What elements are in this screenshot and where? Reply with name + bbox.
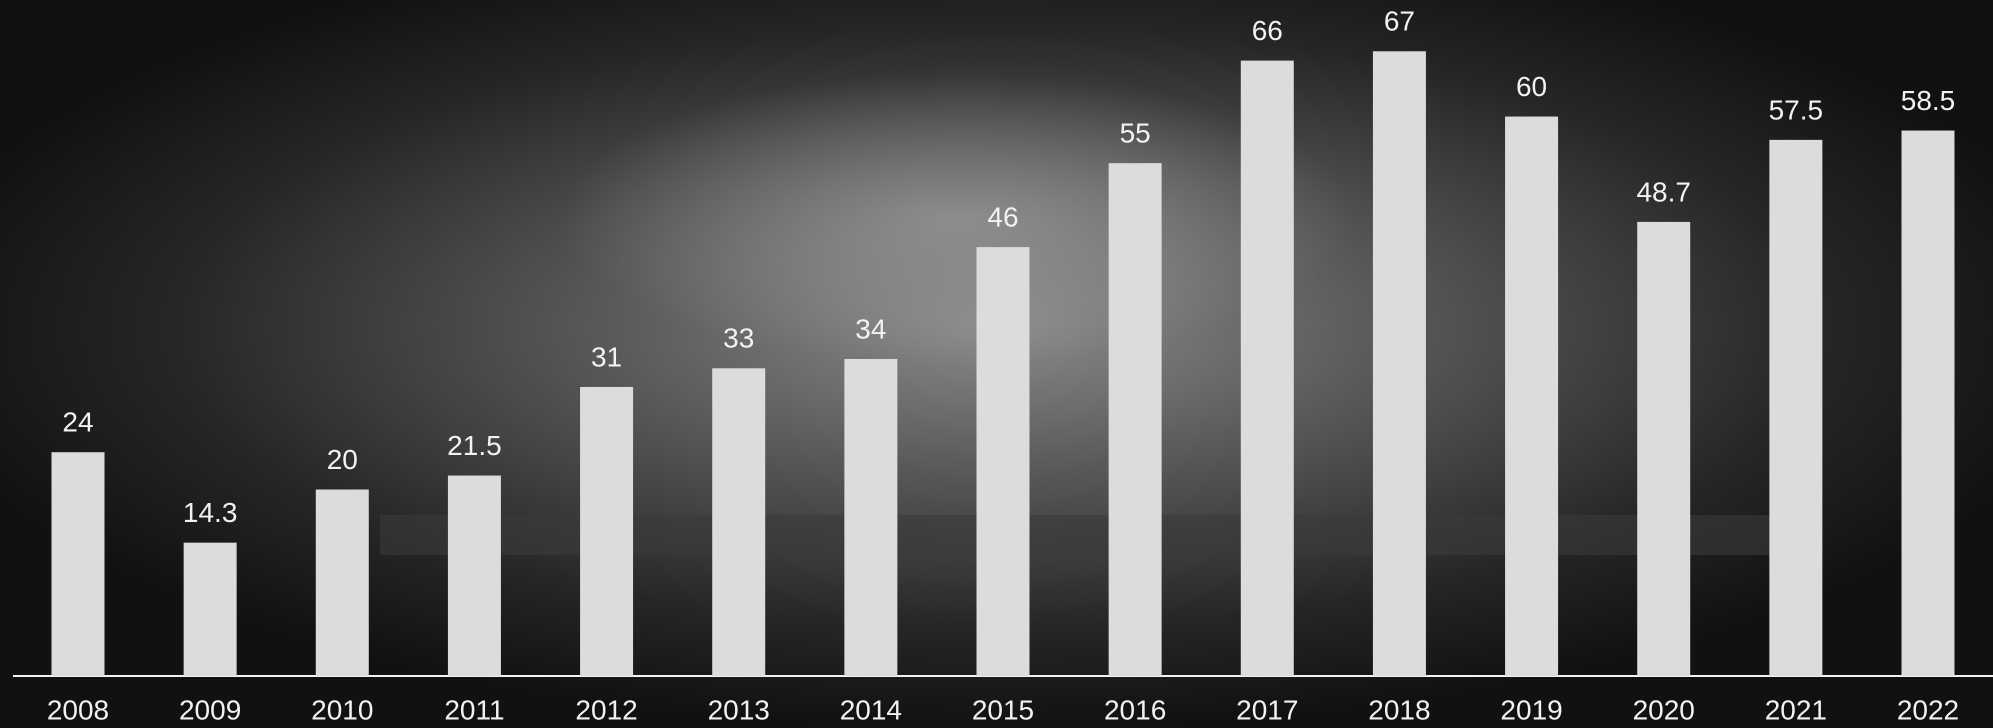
x-tick-label: 2017 [1236,694,1298,725]
bar [183,542,237,676]
value-label: 57.5 [1769,94,1824,125]
x-tick-label: 2016 [1104,694,1166,725]
bar [1637,221,1691,676]
value-label: 21.5 [447,430,502,461]
value-label: 55 [1120,118,1151,149]
value-label: 20 [327,444,358,475]
bar [1769,139,1823,677]
value-label: 67 [1384,6,1415,37]
x-tick-label: 2021 [1765,694,1827,725]
x-tick-label: 2012 [575,694,637,725]
value-label: 60 [1516,71,1547,102]
x-tick-label: 2022 [1897,694,1959,725]
bar [976,247,1030,676]
x-tick-label: 2013 [708,694,770,725]
x-tick-label: 2019 [1500,694,1562,725]
x-tick-label: 2009 [179,694,241,725]
bar [844,358,898,676]
x-tick-label: 2015 [972,694,1034,725]
value-label: 48.7 [1636,176,1691,207]
value-label: 46 [987,201,1018,232]
x-tick-label: 2011 [444,694,504,725]
bar [580,386,634,676]
value-label: 66 [1252,15,1283,46]
bar [315,489,369,676]
bar [447,475,501,676]
bar [1372,51,1426,676]
bar [1240,60,1294,677]
x-tick-label: 2014 [840,694,902,725]
value-label: 31 [591,341,622,372]
value-label: 33 [723,323,754,354]
bar [1108,163,1162,676]
value-label: 58.5 [1901,85,1956,116]
bar [1505,116,1559,676]
x-tick-label: 2008 [47,694,109,725]
value-label: 24 [62,407,93,438]
bar [1901,130,1955,676]
value-label: 14.3 [183,497,238,528]
x-tick-label: 2020 [1633,694,1695,725]
x-tick-label: 2018 [1368,694,1430,725]
bar [712,368,766,676]
value-label: 34 [855,313,886,344]
bar [51,452,105,676]
x-tick-label: 2010 [311,694,373,725]
